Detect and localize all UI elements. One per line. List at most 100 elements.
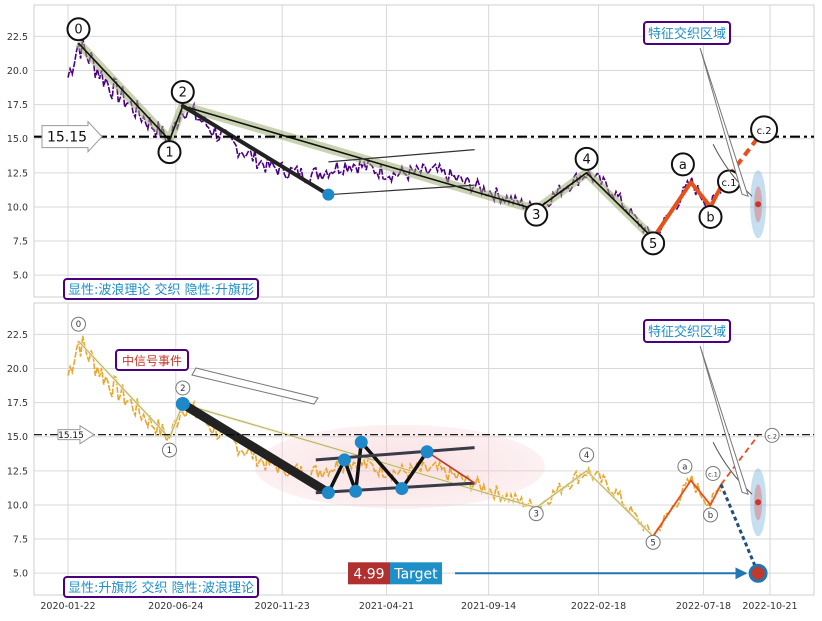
y-tick-label: 20.0 <box>7 364 28 375</box>
wave-label: b <box>708 511 713 521</box>
wave-label-circle <box>750 115 779 144</box>
region-label-box <box>643 319 731 343</box>
top-y-axis: 5.0 7.5 10.0 12.5 15.0 17.5 20.0 22.5 <box>7 32 28 282</box>
y-tick-label: 12.5 <box>7 168 28 179</box>
top-panel: 15.15 0 1 2 3 4 5 a b c.1 c.2 特征交织区域 <box>34 17 814 256</box>
hline-value-label: 15.15 <box>58 431 84 441</box>
hline-tag-arrow <box>41 120 103 153</box>
region-center <box>755 201 762 208</box>
wave-label: 0 <box>74 23 82 38</box>
region-label: 特征交织区域 <box>648 26 726 42</box>
y-tick-label: 7.5 <box>13 237 28 248</box>
bottom-price-series <box>67 335 722 538</box>
bottom-feature-region: 特征交织区域 <box>643 319 767 537</box>
wave-label-circle <box>528 506 544 522</box>
target-label: Target <box>393 566 438 582</box>
flag-points <box>175 396 434 500</box>
wave-label-circle <box>705 465 721 481</box>
wave-label-circle <box>574 146 599 171</box>
region-pointer <box>699 345 749 496</box>
y-tick-label: 20.0 <box>7 66 28 77</box>
top-flag-lower-line <box>328 184 475 196</box>
wave-label-circle <box>579 447 595 463</box>
flag-point <box>420 445 434 459</box>
region-arc <box>712 441 753 495</box>
wave-label: 2 <box>179 85 187 100</box>
y-tick-label: 10.0 <box>7 500 28 511</box>
region-arc <box>712 143 753 197</box>
x-axis: 2020-01-22 2020-06-24 2020-11-23 2021-04-21… <box>40 601 797 612</box>
y-tick-label: 5.0 <box>13 271 28 282</box>
y-tick-label: 17.5 <box>7 398 28 409</box>
y-tick-label: 7.5 <box>13 535 28 546</box>
wave-label-circle <box>645 534 661 550</box>
flag-point <box>175 396 190 411</box>
top-wave-labels: 0 1 2 3 4 5 a b c.1 c.2 <box>66 17 779 256</box>
wave-label-circle <box>175 380 191 396</box>
wave-label: 5 <box>649 237 657 252</box>
wave-label: c.2 <box>757 126 772 137</box>
top-abc-projection <box>719 136 760 188</box>
wave-label-circle <box>670 152 695 177</box>
x-tick-label: 2020-11-23 <box>255 601 310 612</box>
x-tick-label: 2021-09-14 <box>461 601 516 612</box>
flag-point <box>349 484 363 498</box>
region-pointer <box>699 47 749 198</box>
wave-label-circle <box>764 427 780 443</box>
flag-breakout <box>426 451 476 484</box>
wave-label-circle <box>66 17 91 42</box>
wave-label: 4 <box>584 451 589 461</box>
event-label: 中信号事件 <box>122 353 182 368</box>
wave-label-circle <box>157 140 182 165</box>
flag-point <box>337 453 351 467</box>
target-projection-line <box>719 483 760 574</box>
flag-point <box>395 482 409 496</box>
wave-label-circle <box>677 458 693 474</box>
region-label-box <box>643 21 731 45</box>
wave-label: 3 <box>532 208 540 223</box>
wave-label-circle <box>524 202 549 227</box>
flag-point <box>354 435 368 449</box>
bottom-caption: 显性:升旗形 交织 隐性:波浪理论 <box>68 580 254 596</box>
bottom-wave-labels: 0 1 2 3 4 5 a b c.1 c.2 <box>70 316 780 550</box>
event-label-group: 中信号事件 <box>115 349 319 405</box>
wave-label: 2 <box>180 384 185 394</box>
bottom-caption-box: 显性:升旗形 交织 隐性:波浪理论 <box>63 576 259 598</box>
top-flag-upper-line <box>328 149 475 163</box>
wave-label: 1 <box>167 446 172 456</box>
region-label: 特征交织区域 <box>648 324 726 340</box>
hline-value-label: 15.15 <box>47 130 87 146</box>
top-wave-line <box>77 42 654 239</box>
wave-label-circle <box>161 442 177 458</box>
x-tick-label: 2022-07-18 <box>676 601 731 612</box>
flag-point <box>321 486 335 500</box>
wave-label: a <box>679 158 687 173</box>
top-caption: 显性:波浪理论 交织 隐性:升旗形 <box>68 282 254 298</box>
top-grid <box>34 5 814 297</box>
wave-label-circle <box>641 231 666 256</box>
top-flag-point <box>322 188 335 201</box>
wave-label-circle <box>703 507 719 523</box>
region-center <box>755 499 762 506</box>
x-tick-label: 2022-02-18 <box>571 601 626 612</box>
top-hline-tag: 15.15 <box>41 120 103 153</box>
wave-label: 5 <box>650 538 655 548</box>
y-tick-label: 22.5 <box>7 330 28 341</box>
bottom-panel: 15.15 0 1 2 3 4 5 a b c.1 c.2 特征交织区域 中信号事件 4.99 Ta… <box>34 316 814 585</box>
bottom-hline-tag: 15.15 <box>57 424 95 445</box>
y-tick-label: 15.0 <box>7 134 28 145</box>
top-abc-line <box>651 180 723 240</box>
bottom-abc-projection <box>720 434 759 486</box>
hline-tag-arrow <box>57 424 95 445</box>
y-tick-label: 12.5 <box>7 466 28 477</box>
event-pointer <box>191 367 319 405</box>
wave-label: 0 <box>76 320 81 330</box>
wave-label-circle <box>170 79 195 104</box>
top-feature-region: 特征交织区域 <box>643 21 767 239</box>
y-tick-label: 17.5 <box>7 100 28 111</box>
wave-label: c.2 <box>767 432 777 440</box>
target-group: 4.99 Target <box>348 562 768 585</box>
x-tick-label: 2022-10-21 <box>742 601 797 612</box>
top-caption-box: 显性:波浪理论 交织 隐性:升旗形 <box>63 278 259 300</box>
